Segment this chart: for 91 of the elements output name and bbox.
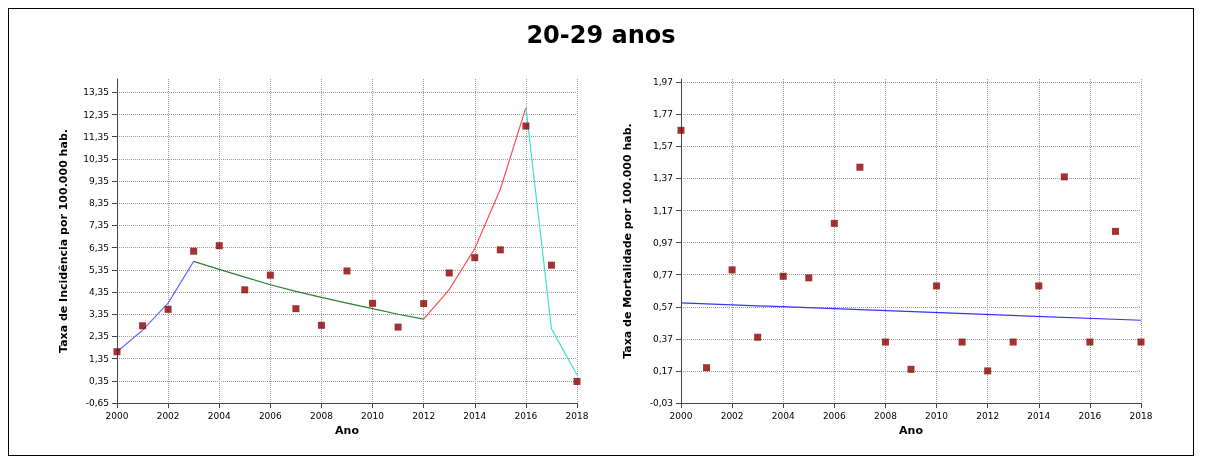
line-series	[423, 107, 527, 320]
point	[1137, 338, 1145, 346]
y-axis-title: Taxa de Incidência por 100.000 hab.	[57, 129, 70, 353]
point	[113, 348, 121, 356]
point	[573, 377, 581, 385]
point	[677, 126, 685, 134]
x-tick-label: 2000	[669, 410, 693, 421]
y-tick-label: 2,35	[88, 331, 109, 342]
point	[907, 365, 915, 373]
x-tick-label: 2012	[976, 410, 1000, 421]
point	[471, 254, 479, 262]
y-tick-label: 0,77	[652, 269, 673, 280]
point	[1035, 282, 1043, 290]
point	[1111, 227, 1119, 235]
y-tick-label: 5,35	[88, 264, 109, 275]
y-tick-label: 1,57	[652, 141, 673, 152]
y-tick-label: 3,35	[88, 309, 109, 320]
y-tick-label: 0,35	[88, 375, 109, 386]
y-tick-label: 4,35	[88, 287, 109, 298]
y-tick-label: 7,35	[88, 220, 109, 231]
point	[343, 267, 351, 275]
x-tick-label: 2018	[565, 410, 589, 421]
x-tick-label: 2010	[925, 410, 949, 421]
y-tick-label: 0,37	[652, 333, 673, 344]
x-tick-label: 2010	[361, 410, 385, 421]
point	[958, 338, 966, 346]
point	[856, 163, 864, 171]
point	[1086, 338, 1094, 346]
point	[933, 282, 941, 290]
point	[292, 305, 300, 313]
point	[420, 300, 428, 308]
y-tick-label: 8,35	[88, 198, 109, 209]
point	[881, 338, 889, 346]
point	[547, 261, 555, 269]
point	[164, 305, 172, 313]
x-tick-label: 2016	[1078, 410, 1102, 421]
point	[266, 271, 274, 279]
x-tick-label: 2016	[514, 410, 538, 421]
point	[369, 299, 377, 307]
point	[1009, 338, 1017, 346]
point	[1060, 173, 1068, 181]
point	[317, 321, 325, 329]
y-tick-label: 11,35	[83, 131, 109, 142]
point	[496, 246, 504, 254]
point	[394, 323, 402, 331]
y-tick-label: 0,57	[652, 301, 673, 312]
point	[754, 333, 762, 341]
point	[139, 322, 147, 330]
y-tick-label: 10,35	[83, 153, 109, 164]
y-tick-label: -0,65	[85, 398, 109, 408]
point	[984, 367, 992, 375]
x-tick-label: 2014	[463, 410, 487, 421]
x-tick-label: 2008	[309, 410, 334, 421]
point	[728, 266, 736, 274]
y-tick-label: 9,35	[88, 176, 109, 187]
y-tick-label: 6,35	[88, 242, 109, 253]
y-tick-label: 0,97	[652, 237, 673, 248]
point	[830, 219, 838, 227]
y-tick-label: 1,97	[652, 77, 673, 88]
y-tick-label: 0,17	[652, 365, 673, 376]
x-axis-title: Ano	[899, 424, 924, 437]
y-tick-label: 1,35	[88, 353, 109, 364]
y-tick-label: 1,77	[652, 109, 673, 120]
chart-title: 20-29 anos	[525, 20, 677, 51]
x-tick-label: 2018	[1129, 410, 1153, 421]
x-tick-label: 2000	[105, 410, 129, 421]
x-tick-label: 2006	[258, 410, 283, 421]
y-tick-label: 1,37	[652, 173, 673, 184]
point	[190, 247, 198, 255]
point	[805, 274, 813, 282]
x-tick-label: 2006	[822, 410, 847, 421]
point	[703, 364, 711, 372]
y-tick-label: -0,03	[649, 398, 673, 408]
line-series	[193, 260, 425, 320]
x-tick-label: 2008	[873, 410, 898, 421]
point	[241, 286, 249, 294]
y-tick-label: 13,35	[83, 87, 109, 98]
x-tick-label: 2002	[720, 410, 744, 421]
point	[215, 242, 223, 250]
point	[522, 122, 530, 130]
x-tick-label: 2012	[412, 410, 436, 421]
point	[779, 272, 787, 280]
x-tick-label: 2004	[771, 410, 795, 421]
x-tick-label: 2014	[1027, 410, 1051, 421]
y-axis-title: Taxa de Mortalidade por 100.000 hab.	[621, 123, 634, 359]
x-axis-title: Ano	[335, 424, 360, 437]
point	[445, 269, 453, 277]
x-tick-label: 2002	[156, 410, 180, 421]
x-tick-label: 2004	[207, 410, 231, 421]
y-tick-label: 12,35	[83, 109, 109, 120]
y-tick-label: 1,17	[652, 205, 673, 216]
